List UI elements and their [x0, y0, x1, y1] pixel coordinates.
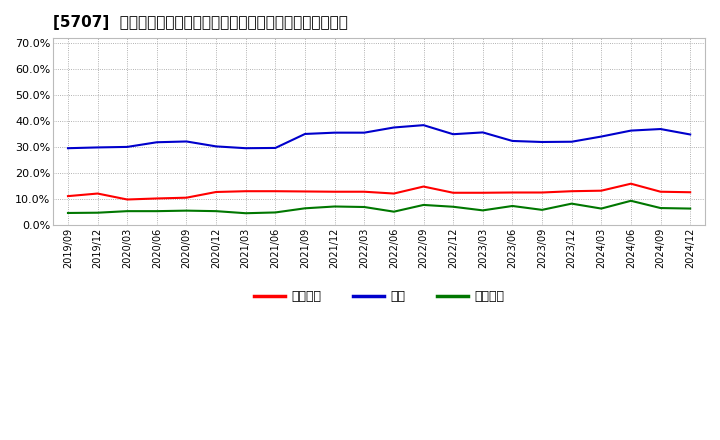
Text: [5707]  売上偉権、在庫、買入偉務の総資産に対する比率の推移: [5707] 売上偉権、在庫、買入偉務の総資産に対する比率の推移	[53, 15, 348, 30]
Legend: 売上偉権, 在庫, 買入偉務: 売上偉権, 在庫, 買入偉務	[249, 285, 509, 308]
